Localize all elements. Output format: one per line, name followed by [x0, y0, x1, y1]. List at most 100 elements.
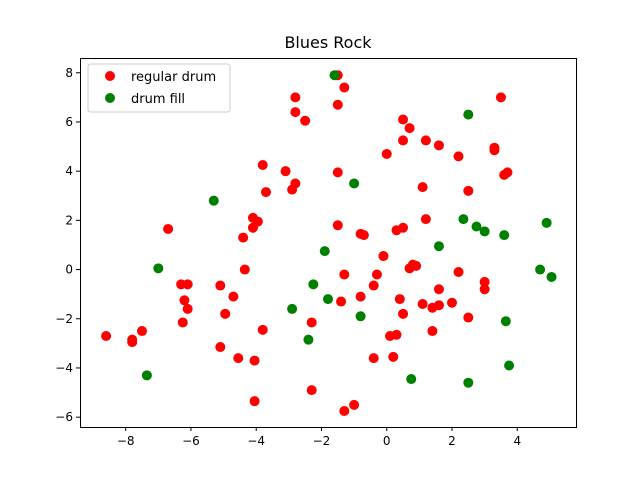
- point-regular-drum: [233, 353, 244, 364]
- point-drum-fill: [463, 377, 474, 388]
- point-regular-drum: [332, 99, 343, 110]
- point-regular-drum: [368, 353, 379, 364]
- point-drum-fill: [323, 294, 333, 305]
- point-regular-drum: [127, 337, 138, 348]
- point-regular-drum: [453, 267, 464, 278]
- point-regular-drum: [261, 187, 271, 198]
- x-tick-label: 2: [448, 434, 456, 448]
- point-regular-drum: [228, 291, 239, 302]
- point-regular-drum: [280, 166, 291, 177]
- point-regular-drum: [447, 297, 457, 308]
- point-regular-drum: [220, 308, 231, 319]
- point-regular-drum: [238, 232, 249, 243]
- point-regular-drum: [463, 312, 474, 323]
- point-regular-drum: [332, 167, 343, 178]
- x-tick-label: −4: [247, 434, 265, 448]
- point-drum-fill: [349, 178, 360, 189]
- point-regular-drum: [417, 182, 428, 193]
- y-tick-label: 2: [65, 213, 73, 227]
- point-regular-drum: [249, 355, 260, 366]
- point-drum-fill: [287, 303, 298, 314]
- point-regular-drum: [398, 135, 409, 146]
- x-tick-label: −6: [182, 434, 200, 448]
- point-regular-drum: [247, 222, 258, 233]
- point-regular-drum: [290, 92, 301, 103]
- point-regular-drum: [398, 114, 409, 125]
- point-regular-drum: [381, 148, 392, 159]
- points-layer: [101, 70, 557, 417]
- point-regular-drum: [417, 299, 428, 309]
- x-tick-label: −8: [117, 434, 135, 448]
- chart-title: Blues Rock: [284, 33, 372, 52]
- point-regular-drum: [371, 269, 382, 280]
- point-regular-drum: [247, 212, 258, 223]
- y-tick-label: 6: [65, 115, 73, 129]
- point-regular-drum: [179, 295, 190, 306]
- point-regular-drum: [433, 284, 444, 295]
- point-regular-drum: [411, 260, 422, 271]
- x-tick-label: 0: [383, 434, 391, 448]
- point-regular-drum: [101, 330, 112, 341]
- point-regular-drum: [257, 324, 268, 335]
- point-regular-drum: [489, 145, 500, 156]
- point-regular-drum: [427, 326, 438, 337]
- x-tick-label: 4: [513, 434, 521, 448]
- point-regular-drum: [215, 280, 226, 291]
- point-regular-drum: [388, 351, 399, 362]
- point-drum-fill: [463, 109, 474, 120]
- point-regular-drum: [332, 220, 343, 231]
- y-tick-label: 0: [65, 263, 73, 277]
- point-drum-fill: [504, 360, 515, 371]
- point-drum-fill: [329, 70, 340, 81]
- point-regular-drum: [398, 308, 409, 319]
- point-regular-drum: [290, 178, 301, 189]
- plot-frame: [80, 58, 577, 428]
- y-tick-label: −6: [55, 410, 73, 424]
- point-regular-drum: [427, 302, 438, 313]
- point-regular-drum: [368, 280, 379, 291]
- point-regular-drum: [215, 342, 226, 353]
- point-regular-drum: [177, 317, 188, 328]
- legend-label-regular-drum: regular drum: [131, 70, 216, 85]
- point-drum-fill: [479, 226, 490, 237]
- point-drum-fill: [471, 221, 482, 232]
- point-regular-drum: [358, 230, 369, 241]
- point-regular-drum: [502, 167, 513, 178]
- point-drum-fill: [541, 217, 552, 228]
- point-regular-drum: [355, 291, 366, 302]
- point-drum-fill: [433, 241, 444, 252]
- point-regular-drum: [479, 284, 490, 295]
- point-regular-drum: [306, 385, 317, 396]
- point-regular-drum: [479, 276, 490, 287]
- point-regular-drum: [339, 82, 350, 93]
- point-drum-fill: [141, 370, 152, 381]
- point-drum-fill: [303, 334, 314, 345]
- point-regular-drum: [336, 296, 347, 307]
- point-drum-fill: [458, 214, 469, 225]
- ticks-layer: −8 −6 −4 −2 0 2 4 −6 −4 −2 0 2 4 6 8: [55, 66, 521, 448]
- x-tick-label: −2: [313, 434, 331, 448]
- point-regular-drum: [349, 399, 360, 410]
- point-regular-drum: [378, 251, 389, 262]
- y-tick-label: −4: [55, 361, 73, 375]
- point-regular-drum: [495, 92, 506, 103]
- point-drum-fill: [319, 246, 330, 257]
- point-regular-drum: [249, 396, 260, 407]
- point-regular-drum: [182, 303, 193, 314]
- point-regular-drum: [176, 279, 187, 290]
- point-regular-drum: [306, 317, 317, 328]
- y-tick-label: 4: [65, 164, 73, 178]
- point-regular-drum: [420, 135, 431, 146]
- point-regular-drum: [398, 222, 409, 233]
- point-regular-drum: [404, 123, 415, 134]
- legend-marker-drum-fill: [105, 93, 115, 103]
- point-drum-fill: [355, 311, 366, 322]
- point-regular-drum: [163, 223, 174, 234]
- point-regular-drum: [257, 160, 268, 171]
- legend: regular drum drum fill: [87, 63, 231, 113]
- point-regular-drum: [433, 140, 444, 151]
- point-regular-drum: [453, 151, 464, 162]
- point-drum-fill: [308, 279, 319, 290]
- legend-box: [87, 63, 231, 113]
